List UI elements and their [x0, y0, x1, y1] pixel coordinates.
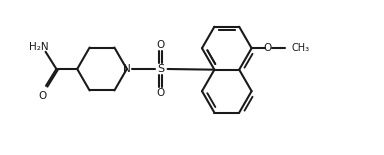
Text: O: O: [39, 91, 47, 101]
Text: CH₃: CH₃: [292, 43, 310, 53]
Text: O: O: [157, 40, 165, 50]
Text: O: O: [157, 88, 165, 98]
Text: H₂N: H₂N: [29, 42, 49, 52]
Text: S: S: [157, 64, 164, 74]
Text: O: O: [263, 43, 271, 53]
Text: N: N: [123, 64, 131, 74]
